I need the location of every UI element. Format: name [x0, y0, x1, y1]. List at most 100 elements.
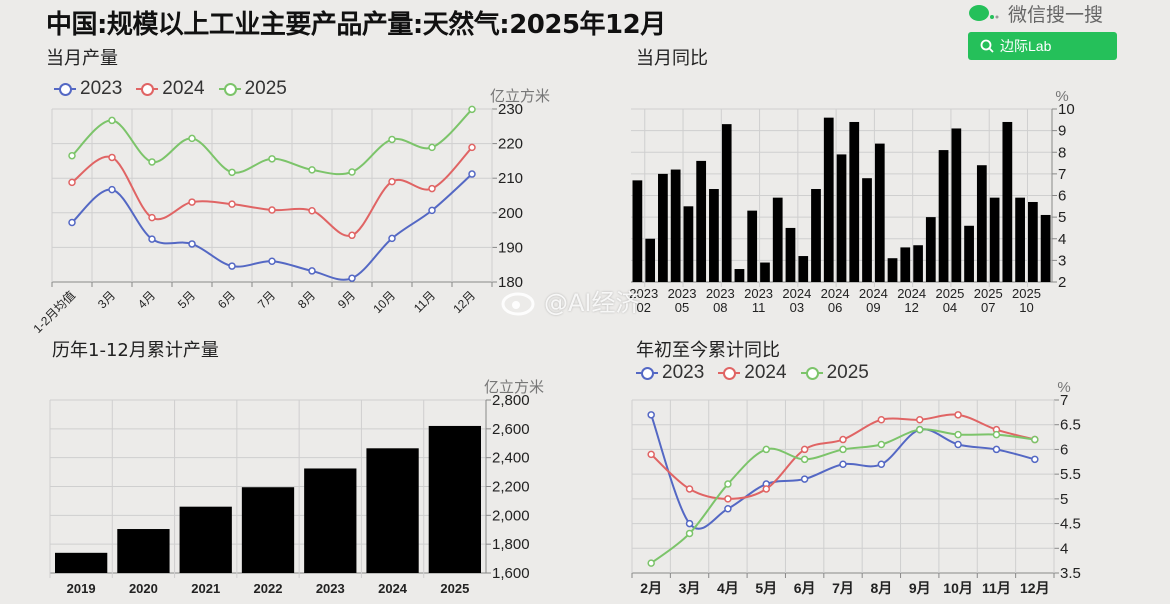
data-point-2023: [685, 519, 694, 528]
bar-2024-06: [823, 117, 834, 283]
y-tick-label: 5: [1060, 491, 1068, 508]
bar-2019: [55, 552, 108, 573]
x-tick-label: 12月: [1020, 580, 1050, 596]
x-tick-label: 4月: [717, 580, 739, 596]
data-point-2023: [800, 475, 809, 483]
data-point-2024: [800, 445, 809, 454]
bar-2021: [179, 506, 232, 573]
bar-2023-09: [721, 124, 732, 282]
data-point-2024: [148, 213, 156, 222]
x-tick-label: 8月: [295, 288, 318, 311]
data-point-2025: [800, 455, 809, 464]
legend-marker-icon: [718, 367, 741, 380]
y-tick-label: 210: [498, 170, 523, 187]
x-tick-label: 5月: [175, 288, 198, 311]
y-tick-label: 4.5: [1060, 516, 1081, 533]
data-point-2024: [308, 206, 316, 215]
chart-title-ytd-yoy: 年初至今累计同比: [636, 340, 780, 361]
y-tick-label: 2,800: [492, 392, 530, 409]
data-point-2025: [268, 155, 276, 163]
data-point-2023: [428, 206, 436, 215]
x-tick-label: 8月: [870, 580, 892, 596]
x-tick-label: 3月: [679, 580, 701, 596]
bar-2025-11: [1027, 201, 1038, 282]
data-point-2023: [647, 411, 655, 419]
search-button[interactable]: 边际Lab: [968, 32, 1117, 60]
legend-label: 2024: [744, 362, 787, 383]
bar-2025-05: [951, 128, 962, 282]
unit-label: 亿立方米: [490, 88, 550, 105]
x-tick-label: 10月: [370, 288, 398, 316]
data-point-2024: [428, 184, 436, 193]
y-tick-label: 5: [1058, 209, 1066, 226]
bar-2025-07: [976, 165, 987, 282]
bar-2025-10: [1015, 197, 1025, 282]
data-point-2025: [108, 116, 116, 125]
legend-ytd-yoy: 2023 2024 2025: [636, 362, 869, 384]
bar-2024-09: [862, 178, 872, 282]
legend-marker-icon: [54, 83, 76, 96]
data-point-2024: [388, 177, 396, 186]
y-tick-label: 10: [1058, 101, 1075, 118]
data-point-2025: [468, 105, 476, 114]
data-point-2023: [348, 274, 356, 282]
data-point-2025: [647, 559, 655, 567]
wechat-search[interactable]: 微信搜一搜: [968, 0, 1103, 27]
bar-2024-02: [772, 197, 783, 282]
search-icon: [980, 39, 994, 53]
data-point-2024: [839, 435, 847, 444]
weibo-logo-icon: [501, 292, 535, 315]
bar-2024-10: [874, 143, 885, 282]
y-tick-label: 2,000: [492, 507, 530, 524]
data-point-2025: [388, 135, 396, 144]
x-tick-label: 2025 07: [974, 286, 1003, 315]
bar-2025-04: [938, 150, 949, 282]
data-point-2025: [724, 480, 732, 488]
page-title: 中国:规模以上工业主要产品产量:天然气:2025年12月: [46, 10, 666, 40]
y-tick-label: 230: [498, 101, 523, 118]
wechat-icon: [969, 4, 999, 21]
data-point-2023: [839, 460, 847, 469]
bar-2023-05: [670, 169, 681, 282]
x-tick-label: 2023 05: [668, 286, 697, 315]
x-tick-label: 3月: [95, 288, 118, 311]
bar-2023-07: [696, 160, 707, 282]
legend-monthly-output: 2023 2024 2025: [54, 78, 287, 100]
y-tick-label: 200: [498, 205, 523, 222]
y-tick-label: 2: [1058, 274, 1066, 291]
y-tick-label: 8: [1058, 144, 1066, 161]
data-point-2025: [68, 151, 76, 160]
data-point-2024: [468, 143, 476, 152]
y-tick-label: 6: [1058, 188, 1066, 205]
y-tick-label: 3: [1058, 252, 1066, 269]
chart-title-annual-output: 历年1-12月累计产量: [52, 340, 219, 361]
x-tick-label: 2023 11: [744, 286, 773, 315]
x-tick-label: 2021: [191, 581, 220, 596]
legend-item: 2024: [718, 362, 787, 384]
y-tick-label: 9: [1058, 123, 1066, 140]
data-point-2024: [724, 495, 732, 503]
bar-2023-03: [645, 238, 656, 282]
data-point-2023: [268, 257, 276, 265]
y-tick-label: 2,200: [492, 479, 530, 496]
y-tick-label: 4: [1058, 231, 1066, 248]
unit-label: %: [1055, 88, 1068, 105]
data-point-2024: [762, 485, 771, 493]
data-point-2023: [388, 234, 396, 243]
bar-2025-03: [925, 217, 936, 282]
y-tick-label: 5.5: [1060, 466, 1081, 483]
bar-2023-12: [760, 262, 770, 282]
data-point-2025: [954, 430, 962, 439]
x-tick-label: 2024: [378, 581, 408, 596]
x-tick-label: 2024 12: [897, 286, 926, 315]
data-point-2023: [228, 262, 236, 270]
x-tick-label: 2020: [129, 581, 158, 596]
data-point-2024: [647, 450, 655, 459]
legend-marker-icon: [136, 83, 159, 96]
y-tick-label: 6: [1060, 441, 1068, 458]
bar-2023-10: [734, 269, 745, 282]
data-point-2023: [68, 218, 76, 227]
bar-2022: [241, 487, 295, 573]
bar-2025-09: [1002, 121, 1013, 282]
